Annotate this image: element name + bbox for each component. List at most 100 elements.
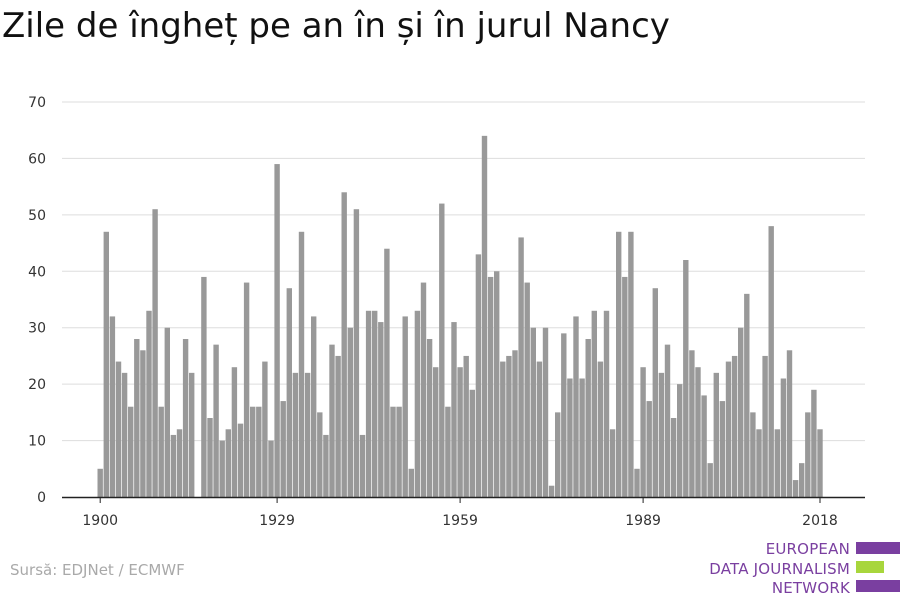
bar-1950	[402, 316, 408, 497]
bar-1967	[506, 355, 512, 497]
bar-1978	[573, 316, 579, 497]
bar-2006	[744, 293, 750, 497]
bar-1901	[103, 231, 109, 498]
bar-1932	[292, 372, 299, 497]
bar-1971	[530, 327, 536, 497]
bar-1946	[378, 322, 384, 497]
bar-2003	[725, 361, 732, 497]
bar-2008	[756, 429, 762, 497]
bar-1909	[152, 209, 158, 497]
bars	[97, 135, 823, 498]
bar-1963	[481, 135, 488, 497]
bar-1984	[609, 429, 616, 497]
bar-2017	[811, 389, 817, 497]
bar-1920	[219, 440, 225, 497]
bar-1980	[585, 339, 591, 497]
bar-1945	[372, 310, 378, 497]
bar-1924	[243, 282, 250, 497]
logo-bar	[856, 542, 900, 554]
bar-1961	[469, 389, 475, 497]
bar-1964	[487, 276, 494, 497]
logo-bars-icon	[856, 542, 900, 602]
bar-1969	[518, 237, 524, 497]
bar-1972	[536, 361, 543, 497]
bar-1974	[548, 485, 555, 497]
bar-2009	[762, 355, 768, 497]
bar-1976	[561, 333, 567, 497]
bar-1998	[695, 367, 701, 497]
bar-1979	[579, 378, 585, 497]
bar-1928	[268, 440, 274, 497]
bar-1921	[225, 429, 231, 497]
x-tick-label: 1929	[259, 513, 295, 529]
bar-1936	[317, 412, 323, 497]
bar-1907	[140, 350, 146, 497]
bar-1965	[494, 271, 500, 497]
bar-1941	[347, 327, 353, 497]
bar-1935	[311, 316, 317, 497]
bar-2016	[805, 412, 811, 497]
bar-1929	[274, 164, 280, 498]
bar-1996	[683, 260, 689, 497]
logo-bar	[856, 561, 884, 573]
bar-1900	[97, 468, 103, 497]
bar-1977	[567, 378, 573, 497]
bar-1943	[359, 434, 366, 497]
bar-1990	[646, 401, 652, 497]
bar-2002	[719, 401, 726, 497]
bar-1992	[658, 372, 665, 497]
logo-bar	[856, 580, 900, 592]
bar-1975	[555, 412, 561, 497]
bar-1951	[408, 468, 414, 497]
bar-1904	[121, 372, 128, 497]
bar-1906	[134, 339, 140, 497]
bar-1919	[213, 344, 219, 497]
bar-1942	[353, 209, 360, 497]
bar-1915	[189, 372, 195, 497]
bar-1953	[420, 282, 427, 497]
bar-1958	[451, 322, 457, 497]
x-tick-label: 1959	[442, 513, 478, 529]
bar-1910	[158, 406, 164, 497]
bar-2012	[780, 378, 787, 497]
bar-1938	[329, 344, 335, 497]
y-tick-label: 10	[28, 434, 46, 450]
bar-1905	[128, 406, 134, 497]
y-axis-labels: 0 10 20 30 40 50 60 70	[28, 95, 46, 506]
bar-2018	[817, 429, 823, 497]
bar-1995	[677, 384, 683, 497]
bar-2001	[713, 372, 719, 497]
bar-2015	[799, 463, 805, 497]
x-axis-labels: 1900 1929 1959 1989 2018	[82, 497, 838, 529]
bar-1934	[304, 372, 311, 497]
logo-text: EUROPEAN DATA JOURNALISM NETWORK	[709, 540, 850, 599]
bar-1918	[207, 418, 213, 497]
y-tick-label: 20	[28, 377, 46, 393]
bar-1913	[176, 429, 183, 497]
bar-1988	[634, 468, 640, 497]
bar-1914	[182, 339, 189, 497]
bar-1962	[475, 254, 482, 497]
bar-1970	[524, 282, 530, 497]
x-tick-label: 1900	[82, 513, 118, 529]
bar-1944	[365, 310, 372, 497]
bar-2004	[731, 355, 738, 497]
logo-line: EUROPEAN	[765, 540, 850, 558]
chart-title: Zile de îngheț pe an în și în jurul Nanc…	[2, 6, 670, 46]
bar-1947	[384, 248, 390, 497]
bar-1948	[390, 406, 396, 497]
bar-1985	[616, 231, 622, 498]
bar-1940	[341, 192, 347, 498]
bar-1997	[689, 350, 695, 497]
y-tick-label: 0	[37, 490, 46, 506]
bar-1925	[250, 406, 256, 497]
bar-1991	[652, 288, 658, 497]
bar-1912	[170, 434, 177, 497]
bar-1957	[445, 406, 451, 497]
bar-1993	[664, 344, 671, 497]
bar-1981	[591, 310, 597, 497]
bar-1955	[433, 367, 439, 497]
bar-1956	[439, 203, 445, 498]
bar-2011	[774, 429, 780, 497]
bar-1927	[262, 361, 268, 497]
